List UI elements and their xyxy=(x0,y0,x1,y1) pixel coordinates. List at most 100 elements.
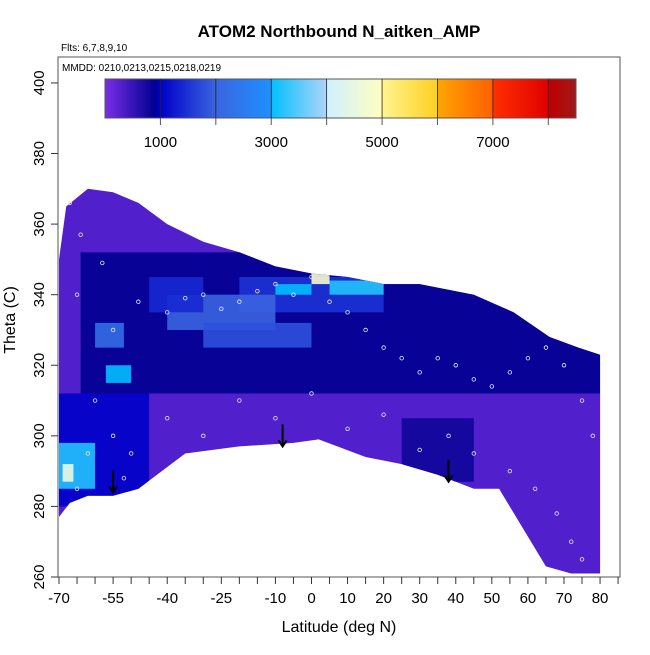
flight-point xyxy=(237,398,242,403)
flight-point xyxy=(183,296,188,301)
colorbar-tick-label: 7000 xyxy=(476,134,509,151)
flight-point xyxy=(579,398,585,403)
flight-point xyxy=(381,345,386,350)
flight-point xyxy=(507,370,513,375)
flight-point xyxy=(165,415,170,421)
y-tick-label: 380 xyxy=(31,141,48,166)
flight-point xyxy=(309,274,314,280)
flight-point xyxy=(446,433,451,439)
heatmap-cell xyxy=(105,365,132,383)
heatmap-cell xyxy=(62,464,74,482)
flight-point xyxy=(273,415,278,421)
flight-point xyxy=(417,447,422,453)
y-tick-label: 400 xyxy=(31,70,48,95)
y-tick-label: 300 xyxy=(31,423,48,448)
heatmap-cell xyxy=(95,322,124,348)
arrow-down-icon xyxy=(277,424,288,449)
flight-point xyxy=(579,557,585,562)
x-tick-label: 60 xyxy=(520,590,537,607)
flight-point xyxy=(525,356,531,361)
flight-point xyxy=(345,310,350,315)
x-tick-label: 10 xyxy=(339,590,356,607)
flight-point xyxy=(507,468,513,474)
flight-point xyxy=(201,292,206,297)
flight-point xyxy=(64,468,69,474)
x-tick-label: 80 xyxy=(592,590,609,607)
flight-point xyxy=(85,451,91,456)
x-tick-label: 30 xyxy=(411,590,428,607)
colorbar-gradient xyxy=(104,78,577,119)
flight-point xyxy=(363,327,368,333)
flight-point xyxy=(489,384,495,389)
y-tick-label: 320 xyxy=(31,353,48,378)
y-tick-label: 280 xyxy=(31,494,48,519)
flight-point xyxy=(532,486,538,491)
flight-point xyxy=(110,433,116,439)
flight-point xyxy=(417,370,422,375)
x-tick-label: 0 xyxy=(307,590,315,607)
plot-frame xyxy=(57,56,621,578)
heatmap-cell xyxy=(311,273,330,285)
flight-point xyxy=(255,288,260,294)
plot-area xyxy=(59,188,601,574)
y-axis: 260 280 300 320 340 360 380 400 xyxy=(31,70,58,590)
flight-point xyxy=(237,299,242,304)
flight-point xyxy=(309,391,314,396)
heatmap-cell xyxy=(275,284,312,295)
flight-point xyxy=(554,511,559,516)
colorbar-tick-label: 1000 xyxy=(144,134,177,151)
x-tick-label: -70 xyxy=(48,590,70,607)
chart-title: ATOM2 Northbound N_aitken_AMP xyxy=(198,22,481,41)
dates-label: MMDD: 0210,0213,0215,0218,0219 xyxy=(62,63,221,74)
colorbar-tick-label: 3000 xyxy=(255,134,288,151)
x-tick-label: 40 xyxy=(447,590,464,607)
flight-point xyxy=(543,345,549,350)
y-tick-label: 260 xyxy=(31,564,48,589)
y-tick-label: 340 xyxy=(31,282,48,307)
x-tick-label: 70 xyxy=(556,590,573,607)
arrow-down-icon xyxy=(443,459,454,484)
flight-point xyxy=(219,306,224,311)
flight-point xyxy=(128,451,134,456)
flight-point xyxy=(273,281,278,287)
x-tick-label: -55 xyxy=(102,590,124,607)
flight-point xyxy=(110,327,116,333)
flight-point xyxy=(74,486,80,491)
x-tick-label: 20 xyxy=(375,590,392,607)
flight-point xyxy=(568,539,574,544)
flight-point xyxy=(78,232,83,237)
y-axis-label: Theta (C) xyxy=(2,286,19,354)
x-tick-label: -40 xyxy=(156,590,178,607)
x-tick-label: 50 xyxy=(483,590,500,607)
heatmap-cell xyxy=(401,418,474,482)
flight-point xyxy=(67,200,73,206)
flight-point xyxy=(435,356,440,361)
flight-point xyxy=(201,433,206,439)
colorbar: 1000 3000 5000 7000 xyxy=(104,78,577,151)
x-axis-label: Latitude (deg N) xyxy=(282,619,397,636)
flight-point xyxy=(471,377,477,382)
x-tick-label: -10 xyxy=(265,590,287,607)
flight-point xyxy=(345,426,350,431)
flight-point xyxy=(590,433,596,439)
flight-point xyxy=(165,310,170,315)
flight-point xyxy=(327,299,332,304)
flight-point xyxy=(471,451,477,456)
flight-point xyxy=(453,363,458,368)
flight-point xyxy=(92,398,98,403)
colorbar-tick-label: 5000 xyxy=(365,134,398,151)
x-axis: -70 -55 -40 -25 -10 0 10 20 30 40 50 60 70 80 xyxy=(48,577,619,607)
flights-label: Flts: 6,7,8,9,10 xyxy=(61,43,128,54)
flight-point xyxy=(74,292,80,297)
flight-point xyxy=(291,292,296,297)
heatmap-cell xyxy=(329,280,384,295)
x-tick-label: -25 xyxy=(210,590,232,607)
flight-point xyxy=(561,363,567,368)
heatmap-cell xyxy=(149,277,204,313)
heatmap-cell xyxy=(203,322,312,348)
flight-point xyxy=(399,356,404,361)
flight-point xyxy=(381,412,386,417)
flight-point xyxy=(100,260,105,266)
y-tick-label: 360 xyxy=(31,212,48,237)
